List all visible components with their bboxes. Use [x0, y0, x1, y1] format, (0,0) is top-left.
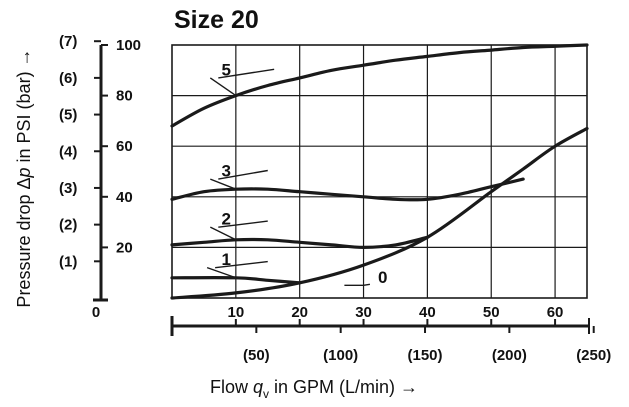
curves [170, 43, 589, 300]
curve-3 [170, 177, 525, 202]
curve-1-leader [206, 266, 237, 279]
curve-5-leader [209, 77, 237, 97]
x-tick-label: 10 [228, 304, 245, 321]
y-axis-label: Pressure drop Δp in PSI (bar) → [14, 48, 34, 307]
y-secondary-tick-label: (1) [59, 253, 77, 270]
y-secondary-tick-label: (2) [59, 217, 77, 234]
x-axis-label: Flow qv in GPM (L/min) → [210, 377, 418, 401]
y-tick-label: 40 [116, 189, 133, 206]
curve-0-label: 0 [378, 268, 387, 287]
y-tick-labels: 20 40 60 80 100 [116, 37, 141, 256]
y-tick-label: 100 [116, 37, 141, 54]
curve-0-leader [363, 283, 371, 287]
curve-2-label: 2 [222, 210, 231, 229]
curve-2-leader [218, 220, 268, 228]
x-tick-label: 20 [291, 304, 308, 321]
x-secondary-tick-label: (150) [408, 347, 443, 364]
x-secondary-tick-label: (100) [323, 347, 358, 364]
curve-5-label: 5 [222, 60, 231, 79]
x-axis [170, 316, 595, 336]
x-tick-labels: 10 20 30 40 50 60 [228, 304, 564, 321]
x-secondary-tick-label: (50) [243, 347, 270, 364]
x-tick-label: 30 [355, 304, 372, 321]
y-axis [93, 40, 108, 302]
x-tick-label: 40 [419, 304, 436, 321]
y-tick-label: 60 [116, 138, 133, 155]
x-tick-label: 60 [547, 304, 564, 321]
curve-labels: 0 1 2 3 5 [206, 60, 387, 287]
curve-1-leader [215, 260, 268, 269]
curve-5 [170, 43, 589, 128]
y-origin-label: 0 [92, 304, 100, 321]
y-secondary-tick-label: (6) [59, 70, 77, 87]
y-secondary-tick-label: (5) [59, 107, 77, 124]
plot-grid [172, 45, 587, 298]
chart-title: Size 20 [174, 6, 259, 34]
curve-5-leader [218, 68, 275, 79]
x-secondary-tick-label: (250) [576, 347, 611, 364]
curve-3-leader [218, 169, 268, 180]
x-tick-label: 50 [483, 304, 500, 321]
curve-3-leader [210, 178, 237, 190]
curve-3-label: 3 [222, 162, 231, 181]
plot-frame [171, 44, 588, 299]
curve-2 [170, 235, 429, 249]
plot-border [171, 44, 588, 299]
curve-1-label: 1 [222, 250, 231, 269]
y-secondary-tick-labels: (1) (2) (3) (4) (5) (6) (7) [59, 33, 77, 270]
curve-2-leader [209, 226, 237, 241]
y-secondary-tick-label: (7) [59, 33, 77, 50]
y-tick-label: 20 [116, 239, 133, 256]
x-secondary-tick-label: (200) [492, 347, 527, 364]
y-secondary-tick-label: (3) [59, 180, 77, 197]
curve-1 [170, 275, 302, 285]
y-tick-label: 80 [116, 88, 133, 105]
y-secondary-tick-label: (4) [59, 143, 77, 160]
x-secondary-tick-labels: (50) (100) (150) (200) (250) [243, 347, 611, 364]
